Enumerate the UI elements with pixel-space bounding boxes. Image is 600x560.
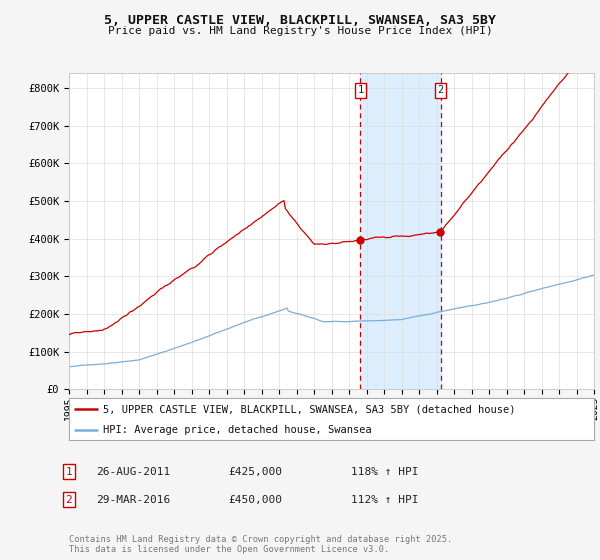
Text: 2: 2 (65, 494, 73, 505)
Text: 2: 2 (437, 85, 444, 95)
Text: 1: 1 (357, 85, 364, 95)
Text: 112% ↑ HPI: 112% ↑ HPI (351, 494, 419, 505)
Text: £450,000: £450,000 (228, 494, 282, 505)
Bar (361, 73, 440, 389)
Text: 5, UPPER CASTLE VIEW, BLACKPILL, SWANSEA, SA3 5BY: 5, UPPER CASTLE VIEW, BLACKPILL, SWANSEA… (104, 14, 496, 27)
Text: HPI: Average price, detached house, Swansea: HPI: Average price, detached house, Swan… (103, 426, 372, 435)
Text: Contains HM Land Registry data © Crown copyright and database right 2025.
This d: Contains HM Land Registry data © Crown c… (69, 535, 452, 554)
Text: 1: 1 (65, 466, 73, 477)
Text: Price paid vs. HM Land Registry's House Price Index (HPI): Price paid vs. HM Land Registry's House … (107, 26, 493, 36)
Text: £425,000: £425,000 (228, 466, 282, 477)
Text: 29-MAR-2016: 29-MAR-2016 (96, 494, 170, 505)
Text: 118% ↑ HPI: 118% ↑ HPI (351, 466, 419, 477)
Text: 5, UPPER CASTLE VIEW, BLACKPILL, SWANSEA, SA3 5BY (detached house): 5, UPPER CASTLE VIEW, BLACKPILL, SWANSEA… (103, 404, 515, 414)
Text: 26-AUG-2011: 26-AUG-2011 (96, 466, 170, 477)
